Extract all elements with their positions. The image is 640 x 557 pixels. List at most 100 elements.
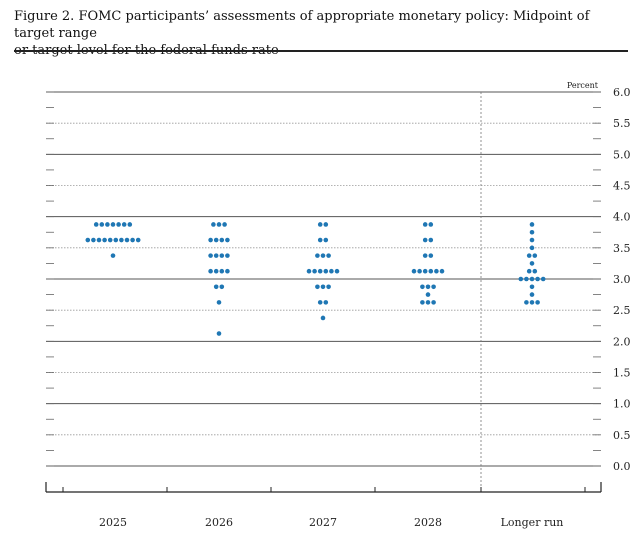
y-tick-label: 5.5 <box>613 117 631 130</box>
y-tick-label: 3.5 <box>613 242 631 255</box>
dot <box>334 268 340 274</box>
y-tick-label: 2.0 <box>613 335 631 348</box>
dot <box>425 292 431 297</box>
dot <box>529 292 535 297</box>
dot <box>130 237 135 243</box>
dot <box>425 300 431 305</box>
dot <box>529 229 535 235</box>
dot <box>119 237 124 243</box>
dot <box>102 237 107 243</box>
dot <box>417 268 422 274</box>
dot <box>213 284 219 290</box>
dot <box>529 261 535 266</box>
y-unit-label: Percent <box>567 81 599 90</box>
dot <box>323 222 329 227</box>
dot <box>96 237 102 243</box>
dot <box>216 300 222 305</box>
dot <box>529 222 535 227</box>
dot <box>518 276 524 282</box>
y-tick-label: 4.5 <box>613 180 631 193</box>
y-tick-label: 1.0 <box>613 398 631 411</box>
dot <box>326 253 331 258</box>
dot <box>529 300 535 305</box>
dot <box>420 284 425 290</box>
dot <box>422 253 428 258</box>
y-tick-label: 3.0 <box>613 273 631 286</box>
dots <box>85 222 546 336</box>
y-tick-label: 5.0 <box>613 148 631 161</box>
y-tick-label: 2.5 <box>613 304 631 317</box>
dot <box>110 253 116 258</box>
dot <box>110 222 116 227</box>
y-tick-label: 0.5 <box>613 429 631 442</box>
dot <box>219 237 225 243</box>
dot <box>535 276 540 282</box>
dot <box>121 222 127 227</box>
dot <box>529 276 535 282</box>
dot <box>526 253 532 258</box>
dot <box>420 300 425 305</box>
dot <box>428 237 434 243</box>
dot <box>306 268 312 274</box>
dot <box>529 284 535 290</box>
dot <box>91 237 96 243</box>
dot <box>329 268 334 274</box>
dot <box>526 268 532 274</box>
dot <box>529 237 535 243</box>
dot <box>532 253 538 258</box>
dot <box>312 268 317 274</box>
dot <box>422 268 428 274</box>
title-rule <box>14 50 628 52</box>
figure-title-line1: Figure 2. FOMC participants’ assessments… <box>14 9 590 41</box>
dot <box>317 237 323 243</box>
dot <box>524 276 529 282</box>
dot <box>116 222 121 227</box>
dot <box>434 268 439 274</box>
dot <box>213 253 219 258</box>
dot <box>323 268 329 274</box>
dot <box>323 300 329 305</box>
dot <box>320 284 326 290</box>
axes <box>45 92 602 493</box>
dot <box>317 222 323 227</box>
dot <box>208 268 213 274</box>
dot <box>213 237 219 243</box>
dot <box>222 222 227 227</box>
x-category-label: Longer run <box>501 516 564 529</box>
dot <box>323 237 329 243</box>
dot <box>219 253 225 258</box>
dot <box>425 284 431 290</box>
gridlines <box>46 91 601 467</box>
dot <box>219 284 225 290</box>
dot <box>535 300 540 305</box>
dot <box>422 222 428 227</box>
dot <box>320 253 326 258</box>
dot <box>532 268 538 274</box>
dot <box>211 222 216 227</box>
x-category-label: 2025 <box>99 516 127 529</box>
dot <box>315 253 320 258</box>
dot <box>422 237 428 243</box>
dot <box>135 237 141 243</box>
dot <box>524 300 529 305</box>
dot <box>431 300 436 305</box>
dot <box>225 268 230 274</box>
dot <box>540 276 546 282</box>
y-tick-label: 4.0 <box>613 211 631 224</box>
figure-title: Figure 2. FOMC participants’ assessments… <box>14 8 614 59</box>
dot <box>105 222 110 227</box>
y-tick-label: 6.0 <box>613 86 631 99</box>
dot <box>107 237 113 243</box>
dot <box>85 237 91 243</box>
x-category-label: 2027 <box>309 516 337 529</box>
x-category-label: 2028 <box>414 516 442 529</box>
labels: 0.0 0.5 1.0 1.5 2.0 2.5 3.0 3.5 4.0 4.5 5.0 5.5 6.0 P… <box>99 81 631 529</box>
dot <box>317 300 323 305</box>
x-category-label: 2026 <box>205 516 233 529</box>
y-tick-label: 1.5 <box>613 367 631 380</box>
dot <box>428 222 434 227</box>
y-tick-label: 0.0 <box>613 460 631 473</box>
dot <box>225 237 230 243</box>
dot <box>124 237 130 243</box>
